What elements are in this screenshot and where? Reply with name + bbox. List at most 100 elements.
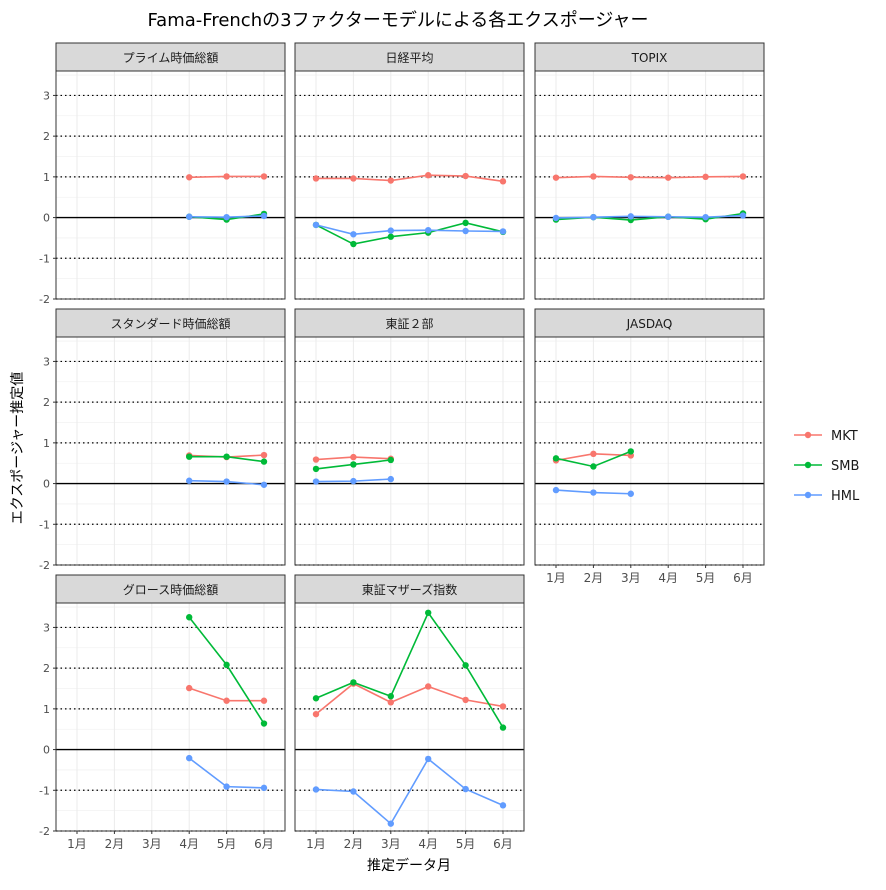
point-hml [387, 820, 394, 827]
panel-border [294, 336, 525, 566]
point-hml [223, 213, 230, 221]
legend: MKT SMB HML [794, 429, 860, 504]
y-tick-label: -2 [39, 559, 50, 572]
point-hml [499, 802, 507, 809]
point-hml [260, 784, 268, 792]
point-mkt [260, 451, 268, 459]
point-mkt [312, 710, 320, 718]
x-tick-label: 5月 [217, 837, 237, 851]
panel-border [55, 602, 286, 832]
point-mkt [590, 173, 597, 180]
point-mkt [702, 173, 709, 181]
point-smb [627, 448, 634, 455]
point-mkt [260, 697, 268, 704]
point-smb [499, 724, 507, 731]
x-tick-label: 1月 [306, 837, 326, 851]
x-tick-label: 3月 [381, 837, 401, 851]
point-smb [260, 720, 268, 727]
point-smb [387, 233, 394, 240]
panel-title: JASDAQ [626, 317, 673, 331]
x-axis-label: 推定データ月 [367, 857, 451, 874]
point-hml [739, 212, 747, 219]
y-tick-label: -2 [39, 825, 50, 838]
legend-label-smb: SMB [831, 459, 859, 474]
point-smb [590, 463, 597, 470]
panel-plot-area [56, 603, 285, 831]
point-mkt [350, 453, 357, 461]
y-tick-label: 0 [43, 744, 50, 757]
x-tick-label: 4月 [179, 837, 199, 851]
legend-key-point [804, 461, 812, 469]
panel-strip [534, 308, 765, 338]
y-tick-label: 3 [43, 355, 50, 368]
point-hml [350, 788, 357, 795]
panel-plot-area [535, 71, 764, 299]
point-hml [186, 213, 193, 220]
point-mkt [499, 703, 507, 710]
y-tick-label: 0 [43, 478, 50, 491]
panel-title: TOPIX [631, 51, 668, 65]
panel-strip [294, 42, 525, 72]
point-hml [186, 477, 193, 484]
point-smb [223, 453, 230, 460]
series-line-smb [315, 611, 504, 728]
panel-strip [55, 574, 286, 604]
x-tick-label: 6月 [254, 837, 274, 851]
panel-plot-area [295, 71, 524, 299]
series-line-mkt [315, 682, 504, 715]
point-mkt [312, 456, 320, 463]
panel-7: グロース時価総額 -2 -1 0 1 2 3 1月 2月 3月 4月 5月 6月 [39, 574, 286, 851]
panel-border [55, 336, 286, 566]
panel-title: グロース時価総額 [123, 583, 218, 597]
panel-plot-area [295, 603, 524, 831]
y-tick-label: -1 [39, 518, 50, 531]
point-smb [186, 453, 193, 460]
panel-strip [55, 308, 286, 338]
x-tick-label: 6月 [493, 837, 513, 851]
x-tick-label: 1月 [67, 837, 87, 851]
series-line-hml [555, 214, 744, 219]
point-mkt [590, 450, 597, 458]
x-tick-label: 1月 [546, 571, 566, 585]
y-tick-label: 1 [43, 703, 50, 716]
point-hml [350, 231, 357, 238]
panel-6: JASDAQ 1月 2月 3月 4月 5月 6月 [534, 308, 765, 585]
point-smb [552, 455, 560, 462]
point-mkt [462, 696, 469, 704]
legend-label-mkt: MKT [831, 429, 858, 444]
panel-border [294, 70, 525, 300]
series-line-mkt [555, 175, 744, 179]
point-hml [425, 226, 432, 234]
x-tick-label: 5月 [456, 837, 476, 851]
point-hml [590, 489, 597, 496]
panel-strip [534, 42, 765, 72]
legend-key-point [804, 431, 812, 439]
panel-plot-area [56, 71, 285, 299]
point-smb [350, 679, 357, 686]
panel-1: プライム時価総額 -2 -1 0 1 2 3 [39, 42, 286, 306]
point-smb [260, 458, 268, 465]
series-line-smb [315, 222, 504, 245]
point-mkt [260, 173, 268, 180]
y-tick-label: -2 [39, 293, 50, 306]
point-smb [387, 456, 394, 464]
panel-plot-area [295, 337, 524, 565]
x-tick-label: 2月 [344, 837, 364, 851]
point-mkt [425, 172, 432, 179]
panel-border [534, 336, 765, 566]
panel-title: スタンダード時価総額 [110, 316, 230, 331]
point-hml [552, 214, 560, 222]
point-hml [462, 785, 469, 793]
x-tick-label: 4月 [658, 571, 678, 585]
y-tick-label: -1 [39, 784, 50, 797]
point-hml [260, 481, 268, 488]
chart-title: Fama-Frenchの3ファクターモデルによる各エクスポージャー [147, 10, 648, 31]
panel-plot-area [56, 337, 285, 565]
panel-border [294, 602, 525, 832]
series-line-hml [315, 224, 504, 236]
point-mkt [223, 697, 230, 704]
point-mkt [312, 175, 320, 182]
y-tick-label: 3 [43, 621, 50, 634]
point-mkt [350, 175, 357, 182]
